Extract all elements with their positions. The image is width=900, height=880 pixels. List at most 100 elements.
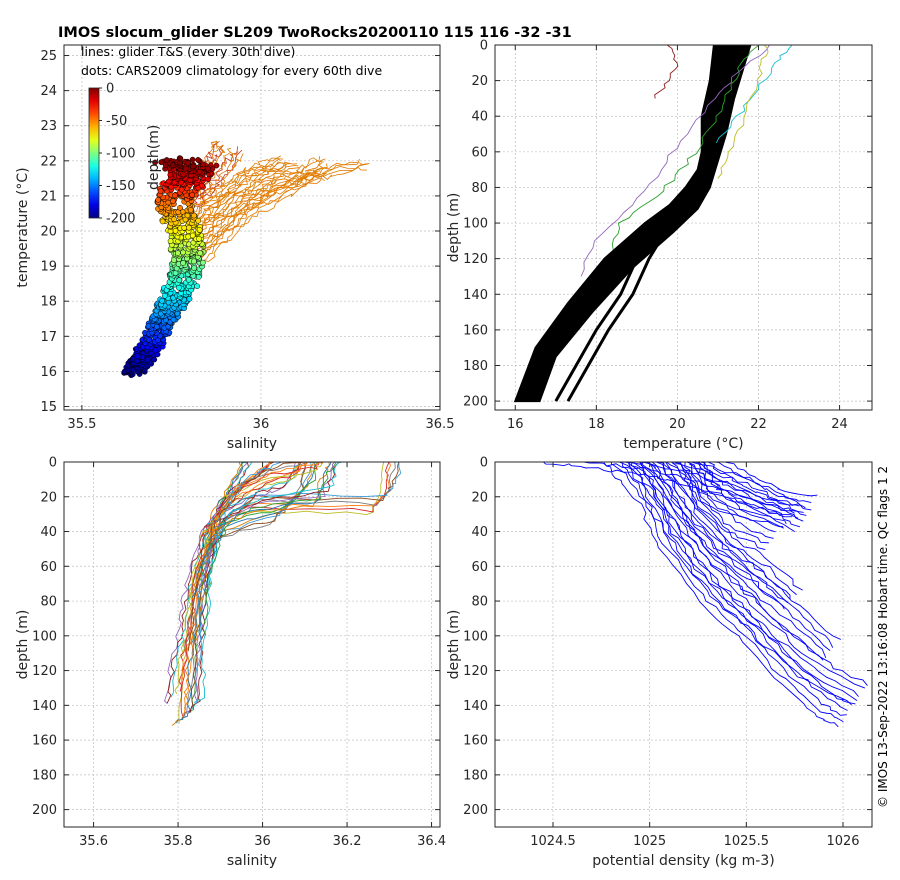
ts-climatology-dot (180, 249, 186, 256)
x-tick-label: 1024.5 (530, 834, 576, 849)
density-profile (603, 462, 839, 728)
y-tick-label: 60 (471, 145, 488, 160)
colorbar-tick-label: 0 (106, 82, 114, 97)
x-tick-label: 36.5 (426, 417, 455, 432)
salinity-profile (190, 462, 259, 710)
ts-climatology-dot (174, 310, 181, 317)
density-profile (543, 462, 796, 533)
density-profile (630, 462, 824, 661)
y-tick-label: 0 (49, 456, 57, 471)
axes-frame (494, 461, 873, 828)
ts-glider-line (194, 162, 284, 223)
salinity-profile (191, 462, 330, 600)
salinity-profile (185, 462, 396, 714)
salinity-profile (182, 462, 391, 718)
y-tick-label: 80 (471, 595, 488, 610)
density-profile (683, 462, 784, 529)
salinity-profile (213, 462, 338, 528)
ts-glider-line (197, 167, 305, 233)
x-tick-label: 22 (750, 417, 767, 432)
ts-climatology-dot (177, 204, 183, 211)
density-profile (648, 462, 785, 610)
ts-climatology-dot (162, 292, 168, 299)
ts-glider-line (197, 167, 300, 232)
y-tick-label: 15 (40, 400, 57, 415)
ts-climatology-dot (177, 155, 184, 162)
density-profile (660, 462, 797, 596)
y-tick-label: 140 (463, 288, 488, 303)
y-tick-label: 21 (40, 189, 57, 204)
density-profile (667, 462, 803, 591)
ts-glider-line (194, 163, 288, 220)
y-tick-label: 200 (32, 803, 57, 818)
copyright-note: © IMOS 13-Sep-2022 13:16:08 Hobart time.… (876, 466, 890, 808)
salinity-profile (208, 462, 331, 529)
ts-climatology-dot (205, 165, 211, 172)
panel-dens_depth: 1024.5 1025 1025.5 1026 0 20 40 60 80 100 120 140 16… (446, 456, 873, 869)
ts-climatology-dot (178, 179, 185, 186)
ts-climatology-dot (144, 356, 151, 363)
y-tick-label: 160 (463, 734, 488, 749)
ts-climatology-dot (191, 258, 197, 265)
y-tick-label: 100 (463, 629, 488, 644)
panel-sal_depth: 35.6 35.8 36 36.2 36.4 0 20 40 60 80 100 120 140 160 1… (15, 456, 446, 870)
figure-title: IMOS slocum_glider SL209 TwoRocks2020011… (58, 25, 572, 41)
ts-climatology-dot (195, 217, 202, 224)
salinity-profile (181, 462, 248, 719)
y-tick-label: 200 (463, 395, 488, 410)
density-profile (606, 462, 847, 716)
y-tick-label: 160 (32, 734, 57, 749)
salinity-profile (194, 462, 316, 644)
ts-glider-line (183, 155, 281, 216)
glider-temperature-profile (654, 45, 679, 99)
colorbar-tick-label: -50 (106, 114, 127, 129)
y-tick-label: 22 (40, 154, 57, 169)
y-tick-label: 19 (40, 260, 57, 275)
x-tick-label: 18 (588, 417, 605, 432)
ts-climatology-dot (170, 316, 177, 323)
y-axis-label: depth (m) (446, 610, 462, 680)
salinity-profile (191, 462, 333, 598)
x-tick-label: 36 (253, 417, 270, 432)
y-tick-label: 18 (40, 295, 57, 310)
ts-climatology-dot (152, 159, 158, 166)
ts-climatology-dot (171, 257, 177, 263)
salinity-profile (164, 462, 274, 705)
climatology-profile (566, 231, 667, 402)
y-tick-label: 0 (480, 39, 488, 54)
ts-climatology-dot (130, 366, 136, 373)
ts-climatology-dot (189, 232, 196, 239)
ts-climatology-dot (195, 157, 201, 163)
ts-climatology-dot (167, 171, 174, 178)
ts-climatology-dot (155, 196, 162, 203)
ts-climatology-dot (172, 192, 178, 199)
ts-glider-line (190, 169, 315, 247)
ts-climatology-dot (213, 162, 220, 169)
colorbar (88, 87, 100, 219)
ts-climatology-dot (189, 156, 196, 163)
ts-climatology-dot (197, 250, 203, 256)
y-axis-label: depth (m) (446, 193, 462, 263)
density-profile (618, 462, 856, 705)
ts-climatology-dot (159, 297, 166, 304)
y-tick-label: 20 (40, 490, 57, 505)
density-profile (605, 462, 844, 723)
salinity-profile (203, 462, 328, 534)
y-tick-label: 40 (471, 525, 488, 540)
annotation-lines: lines: glider T&S (every 30th dive) (81, 44, 295, 59)
panel-ts: lines: glider T&S (every 30th dive) dots:… (15, 44, 454, 452)
x-tick-label: 16 (507, 417, 524, 432)
x-axis-label: potential density (kg m-3) (592, 853, 774, 869)
ts-glider-line (204, 166, 367, 263)
density-profile (638, 462, 831, 652)
x-tick-label: 35.6 (79, 834, 108, 849)
y-tick-label: 40 (471, 110, 488, 125)
ts-climatology-dot (186, 295, 193, 302)
y-axis-label: temperature (°C) (15, 167, 31, 287)
glider-temperature-profile (580, 45, 770, 277)
ts-climatology-dot (178, 186, 185, 193)
plot-area (164, 462, 404, 726)
ts-climatology-dot (145, 323, 152, 330)
density-profile (696, 462, 806, 509)
y-tick-label: 40 (40, 525, 57, 540)
